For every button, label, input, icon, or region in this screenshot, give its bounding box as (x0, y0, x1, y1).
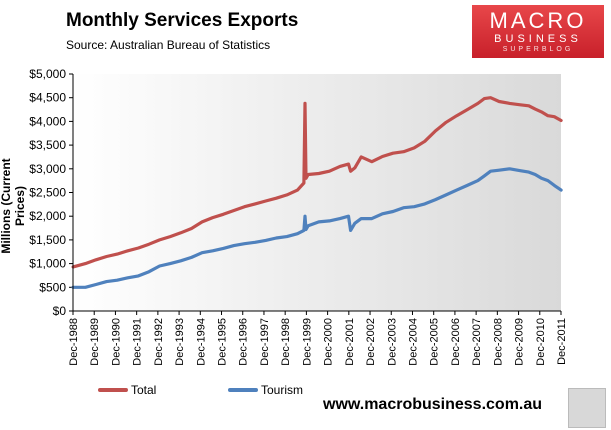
x-tick-label: Dec-2008 (492, 318, 504, 366)
y-tick-label: $1,000 (29, 257, 66, 271)
x-tick-label: Dec-2004 (407, 318, 419, 366)
x-tick-label: Dec-1994 (195, 318, 207, 366)
x-tick-label: Dec-2005 (429, 318, 441, 366)
y-tick-label: $3,000 (29, 162, 66, 176)
chart-source: Source: Australian Bureau of Statistics (66, 38, 271, 52)
x-tick-label: Dec-1990 (110, 318, 122, 366)
x-tick-label: Dec-2003 (386, 318, 398, 366)
x-tick-label: Dec-2010 (535, 318, 547, 366)
y-tick-label: $0 (53, 304, 67, 318)
logo-line-2: BUSINESS (494, 33, 582, 45)
series-line-total (71, 96, 563, 269)
website-url: www.macrobusiness.com.au (323, 396, 543, 413)
x-tick-label: Dec-2002 (365, 318, 377, 366)
x-tick-label: Dec-1991 (132, 318, 144, 366)
x-tick-label: Dec-1997 (259, 318, 271, 366)
y-tick-label: $1,500 (29, 233, 66, 247)
y-tick-label: $3,500 (29, 138, 66, 152)
x-tick-label: Dec-2011 (556, 318, 568, 365)
x-tick-label: Dec-1996 (238, 318, 250, 366)
x-tick-label: Dec-2000 (323, 318, 335, 366)
macrobusiness-logo: MACRO BUSINESS SUPERBLOG (472, 5, 604, 58)
x-tick-label: Dec-1995 (217, 318, 229, 366)
x-tick-label: Dec-2001 (344, 318, 356, 366)
y-tick-label: $4,000 (29, 114, 66, 128)
y-tick-label: $2,000 (29, 209, 66, 223)
x-tick-label: Dec-2007 (471, 318, 483, 366)
legend-label-total: Total (131, 383, 156, 397)
y-tick-label: $500 (39, 280, 66, 294)
plot-area (73, 74, 561, 311)
logo-line-3: SUPERBLOG (502, 46, 574, 53)
x-tick-label: Dec-1998 (280, 318, 292, 366)
x-tick-label: Dec-1999 (301, 318, 313, 366)
legend-label-tourism: Tourism (261, 383, 303, 397)
chart-title: Monthly Services Exports (66, 10, 299, 31)
x-tick-label: Dec-1992 (153, 318, 165, 366)
x-tick-label: Dec-2006 (450, 318, 462, 366)
y-tick-label: $2,500 (29, 186, 66, 200)
x-tick-label: Dec-1989 (89, 318, 101, 366)
series-line-tourism (71, 167, 563, 289)
x-tick-label: Dec-2009 (514, 318, 526, 366)
y-tick-label: $5,000 (29, 67, 66, 81)
wolf-logo-image (568, 388, 606, 428)
x-tick-label: Dec-1988 (68, 318, 80, 366)
x-tick-label: Dec-1993 (174, 318, 186, 366)
y-tick-label: $4,500 (29, 91, 66, 105)
logo-line-1: MACRO (489, 8, 587, 33)
